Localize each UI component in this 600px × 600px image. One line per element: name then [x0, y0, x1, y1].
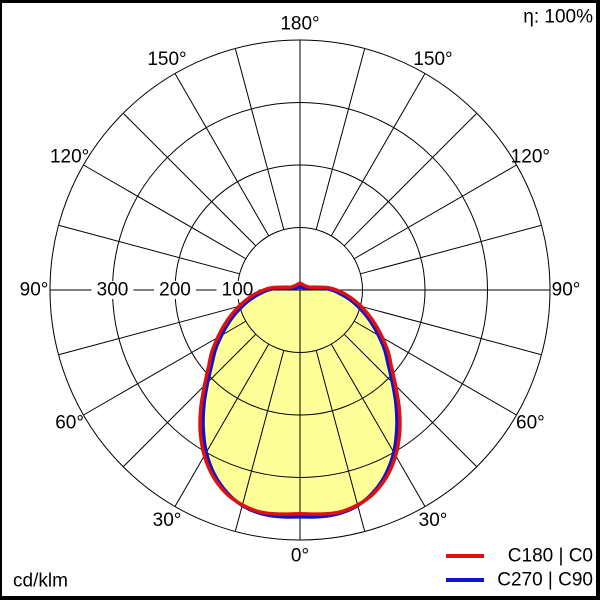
curve-strokes [198, 281, 402, 519]
grid-spoke-345 [234, 350, 285, 532]
grid-spoke-165 [315, 48, 366, 230]
angle-label: 90° [20, 280, 49, 301]
grid-spoke-45 [343, 333, 478, 468]
grid-spoke-105 [360, 224, 542, 275]
grid-spoke-195 [234, 48, 285, 230]
radial-axis-labels: 300 200 100 [91, 280, 259, 301]
angle-label: 120° [511, 147, 550, 168]
legend-label-c270-c90: C270 | C90 [497, 570, 593, 591]
angle-label: 60° [516, 413, 545, 434]
radial-label-halo [216, 281, 259, 299]
grid-spoke-285 [58, 305, 240, 356]
legend: C180 | C0 C270 | C90 [446, 546, 593, 591]
grid-spoke-30 [330, 343, 426, 507]
legend-label-c180-c0: C180 | C0 [508, 546, 593, 567]
angle-label: 120° [50, 147, 89, 168]
radial-axis-label: 200 [159, 280, 191, 301]
grid-spoke-150 [330, 73, 426, 237]
grid-spoke-15 [315, 350, 366, 532]
frame-edge-right [596, 0, 600, 600]
grid-spoke-255 [58, 224, 240, 275]
radial-axis-label: 300 [97, 280, 129, 301]
grid-spoke-315 [122, 333, 257, 468]
angle-label: 0° [291, 546, 309, 567]
radial-label-halo [154, 281, 196, 299]
radial-axis-label: 100 [222, 280, 254, 301]
grid-spoke-225 [122, 112, 257, 247]
angle-label: 30° [153, 510, 182, 531]
frame-edge-left [0, 0, 2, 600]
angle-label: 180° [280, 14, 319, 35]
frame-edge-bottom [0, 596, 600, 600]
radial-label-halo [91, 281, 134, 299]
angle-label: 30° [419, 510, 448, 531]
angle-label: 150° [147, 49, 186, 70]
angle-labels: 0° 30° 30° 60° 60° 90° 90° 120° 120° 150° 150° 180° [20, 14, 581, 567]
unit-label: cd/klm [13, 571, 68, 592]
angle-label: 90° [552, 280, 581, 301]
series-curve-c180-c0 [198, 281, 402, 516]
efficiency-label: η: 100% [523, 7, 593, 28]
grid-spoke-240 [83, 164, 247, 260]
grid-spoke-330 [174, 343, 270, 507]
grid-spoke-135 [343, 112, 478, 247]
angle-label: 150° [413, 49, 452, 70]
angle-label: 60° [55, 413, 84, 434]
grid-spoke-75 [360, 305, 542, 356]
grid-spoke-120 [353, 164, 517, 260]
grid-spoke-210 [174, 73, 270, 237]
frame-edge-top [0, 0, 600, 3]
